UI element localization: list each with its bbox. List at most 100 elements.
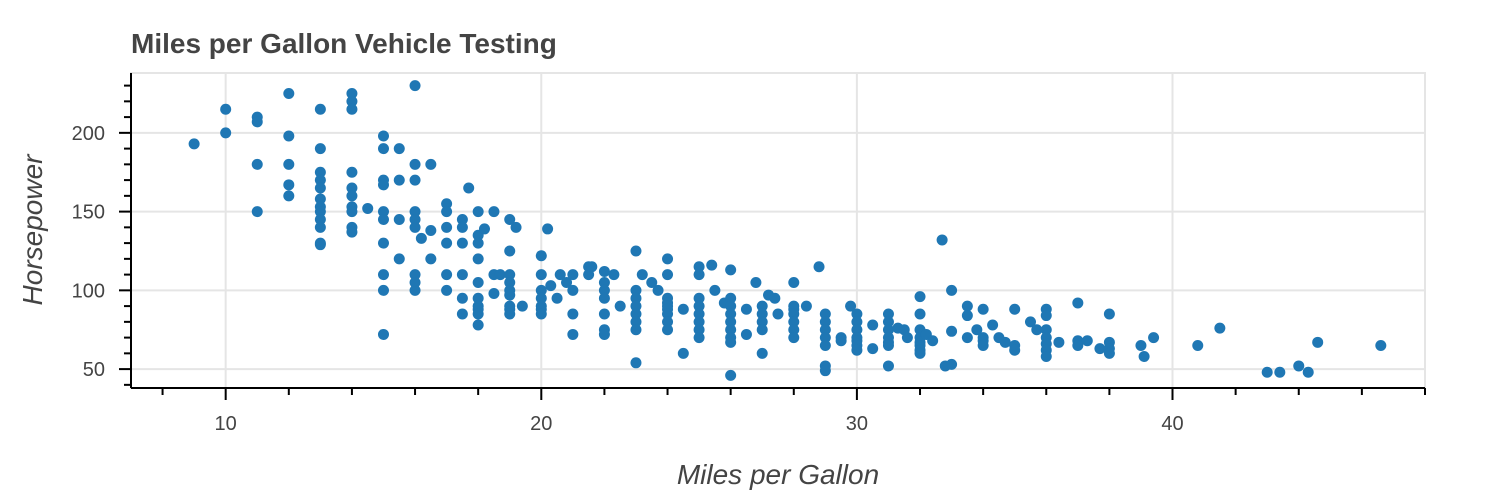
data-point xyxy=(756,316,768,328)
data-point xyxy=(220,103,232,115)
data-point xyxy=(545,280,557,292)
data-point xyxy=(478,223,490,235)
data-point xyxy=(504,289,516,301)
data-point xyxy=(1040,324,1052,336)
chart-title: Miles per Gallon Vehicle Testing xyxy=(131,28,557,59)
data-point xyxy=(652,284,664,296)
data-point xyxy=(693,324,705,336)
data-point xyxy=(220,127,232,139)
data-point xyxy=(851,324,863,336)
data-point xyxy=(567,269,579,281)
data-point xyxy=(586,261,598,273)
data-point xyxy=(504,213,516,225)
data-point xyxy=(1040,351,1052,362)
data-point xyxy=(725,336,737,348)
data-point xyxy=(1053,336,1065,348)
data-point xyxy=(393,213,405,225)
data-point xyxy=(630,316,642,328)
data-point xyxy=(630,324,642,336)
data-point xyxy=(409,284,421,296)
data-point xyxy=(283,130,295,142)
data-point xyxy=(882,339,894,351)
data-point xyxy=(662,269,674,281)
data-point xyxy=(1274,366,1286,378)
data-point xyxy=(314,174,326,186)
data-point xyxy=(882,324,894,336)
data-point xyxy=(567,308,579,320)
data-point xyxy=(772,308,784,320)
data-point xyxy=(788,332,800,344)
data-point xyxy=(409,276,421,288)
x-axis-label: Miles per Gallon xyxy=(677,459,879,490)
data-point xyxy=(314,239,326,251)
data-point xyxy=(441,198,453,210)
data-point xyxy=(409,221,421,233)
data-point xyxy=(504,245,516,257)
data-point xyxy=(756,308,768,320)
x-tick-label: 30 xyxy=(846,413,868,435)
data-point xyxy=(901,332,913,344)
data-point xyxy=(788,316,800,328)
data-point xyxy=(346,190,358,202)
data-point xyxy=(914,291,926,303)
data-point xyxy=(819,365,831,377)
data-point xyxy=(725,292,737,304)
y-axis-label: Horsepower xyxy=(17,153,48,306)
data-point xyxy=(554,269,566,281)
data-points xyxy=(188,80,1387,381)
data-point xyxy=(630,284,642,296)
data-point xyxy=(346,87,358,99)
data-point xyxy=(283,190,295,202)
data-point xyxy=(472,237,484,249)
x-tick-label: 20 xyxy=(530,413,552,435)
data-point xyxy=(598,328,610,340)
data-point xyxy=(456,221,468,233)
data-point xyxy=(377,284,389,296)
data-point xyxy=(314,206,326,218)
data-point xyxy=(946,284,958,296)
data-point xyxy=(1081,335,1093,347)
data-point xyxy=(608,269,620,281)
data-point xyxy=(756,324,768,336)
data-point xyxy=(535,250,547,262)
data-point xyxy=(283,179,295,191)
y-tick-label: 200 xyxy=(72,123,105,145)
data-point xyxy=(425,253,437,265)
data-point xyxy=(851,308,863,320)
data-point xyxy=(882,308,894,320)
data-point xyxy=(551,292,563,304)
data-point xyxy=(314,182,326,194)
data-point xyxy=(409,80,421,92)
data-point xyxy=(346,95,358,107)
data-point xyxy=(472,319,484,331)
data-point xyxy=(314,213,326,225)
data-point xyxy=(567,328,579,340)
data-point xyxy=(441,206,453,218)
data-point xyxy=(251,158,263,170)
data-point xyxy=(377,130,389,142)
data-point xyxy=(725,324,737,336)
data-point xyxy=(946,325,958,337)
data-point xyxy=(598,284,610,296)
data-point xyxy=(725,369,737,381)
data-point xyxy=(598,265,610,277)
data-point xyxy=(456,213,468,225)
data-point xyxy=(456,308,468,320)
data-point xyxy=(346,182,358,194)
data-point xyxy=(393,174,405,186)
data-point xyxy=(346,226,358,238)
data-point xyxy=(441,284,453,296)
data-point xyxy=(535,308,547,320)
y-tick-label: 150 xyxy=(72,202,105,224)
data-point xyxy=(725,264,737,276)
axes: 10 20 30 40 50 100 150 200 xyxy=(72,73,1426,435)
data-point xyxy=(927,335,939,347)
data-point xyxy=(377,269,389,281)
data-point xyxy=(662,324,674,336)
data-point xyxy=(1103,347,1115,359)
data-point xyxy=(409,174,421,186)
data-point xyxy=(362,202,374,214)
data-point xyxy=(1138,351,1150,362)
y-tick-label: 50 xyxy=(83,359,105,381)
data-point xyxy=(961,332,973,344)
